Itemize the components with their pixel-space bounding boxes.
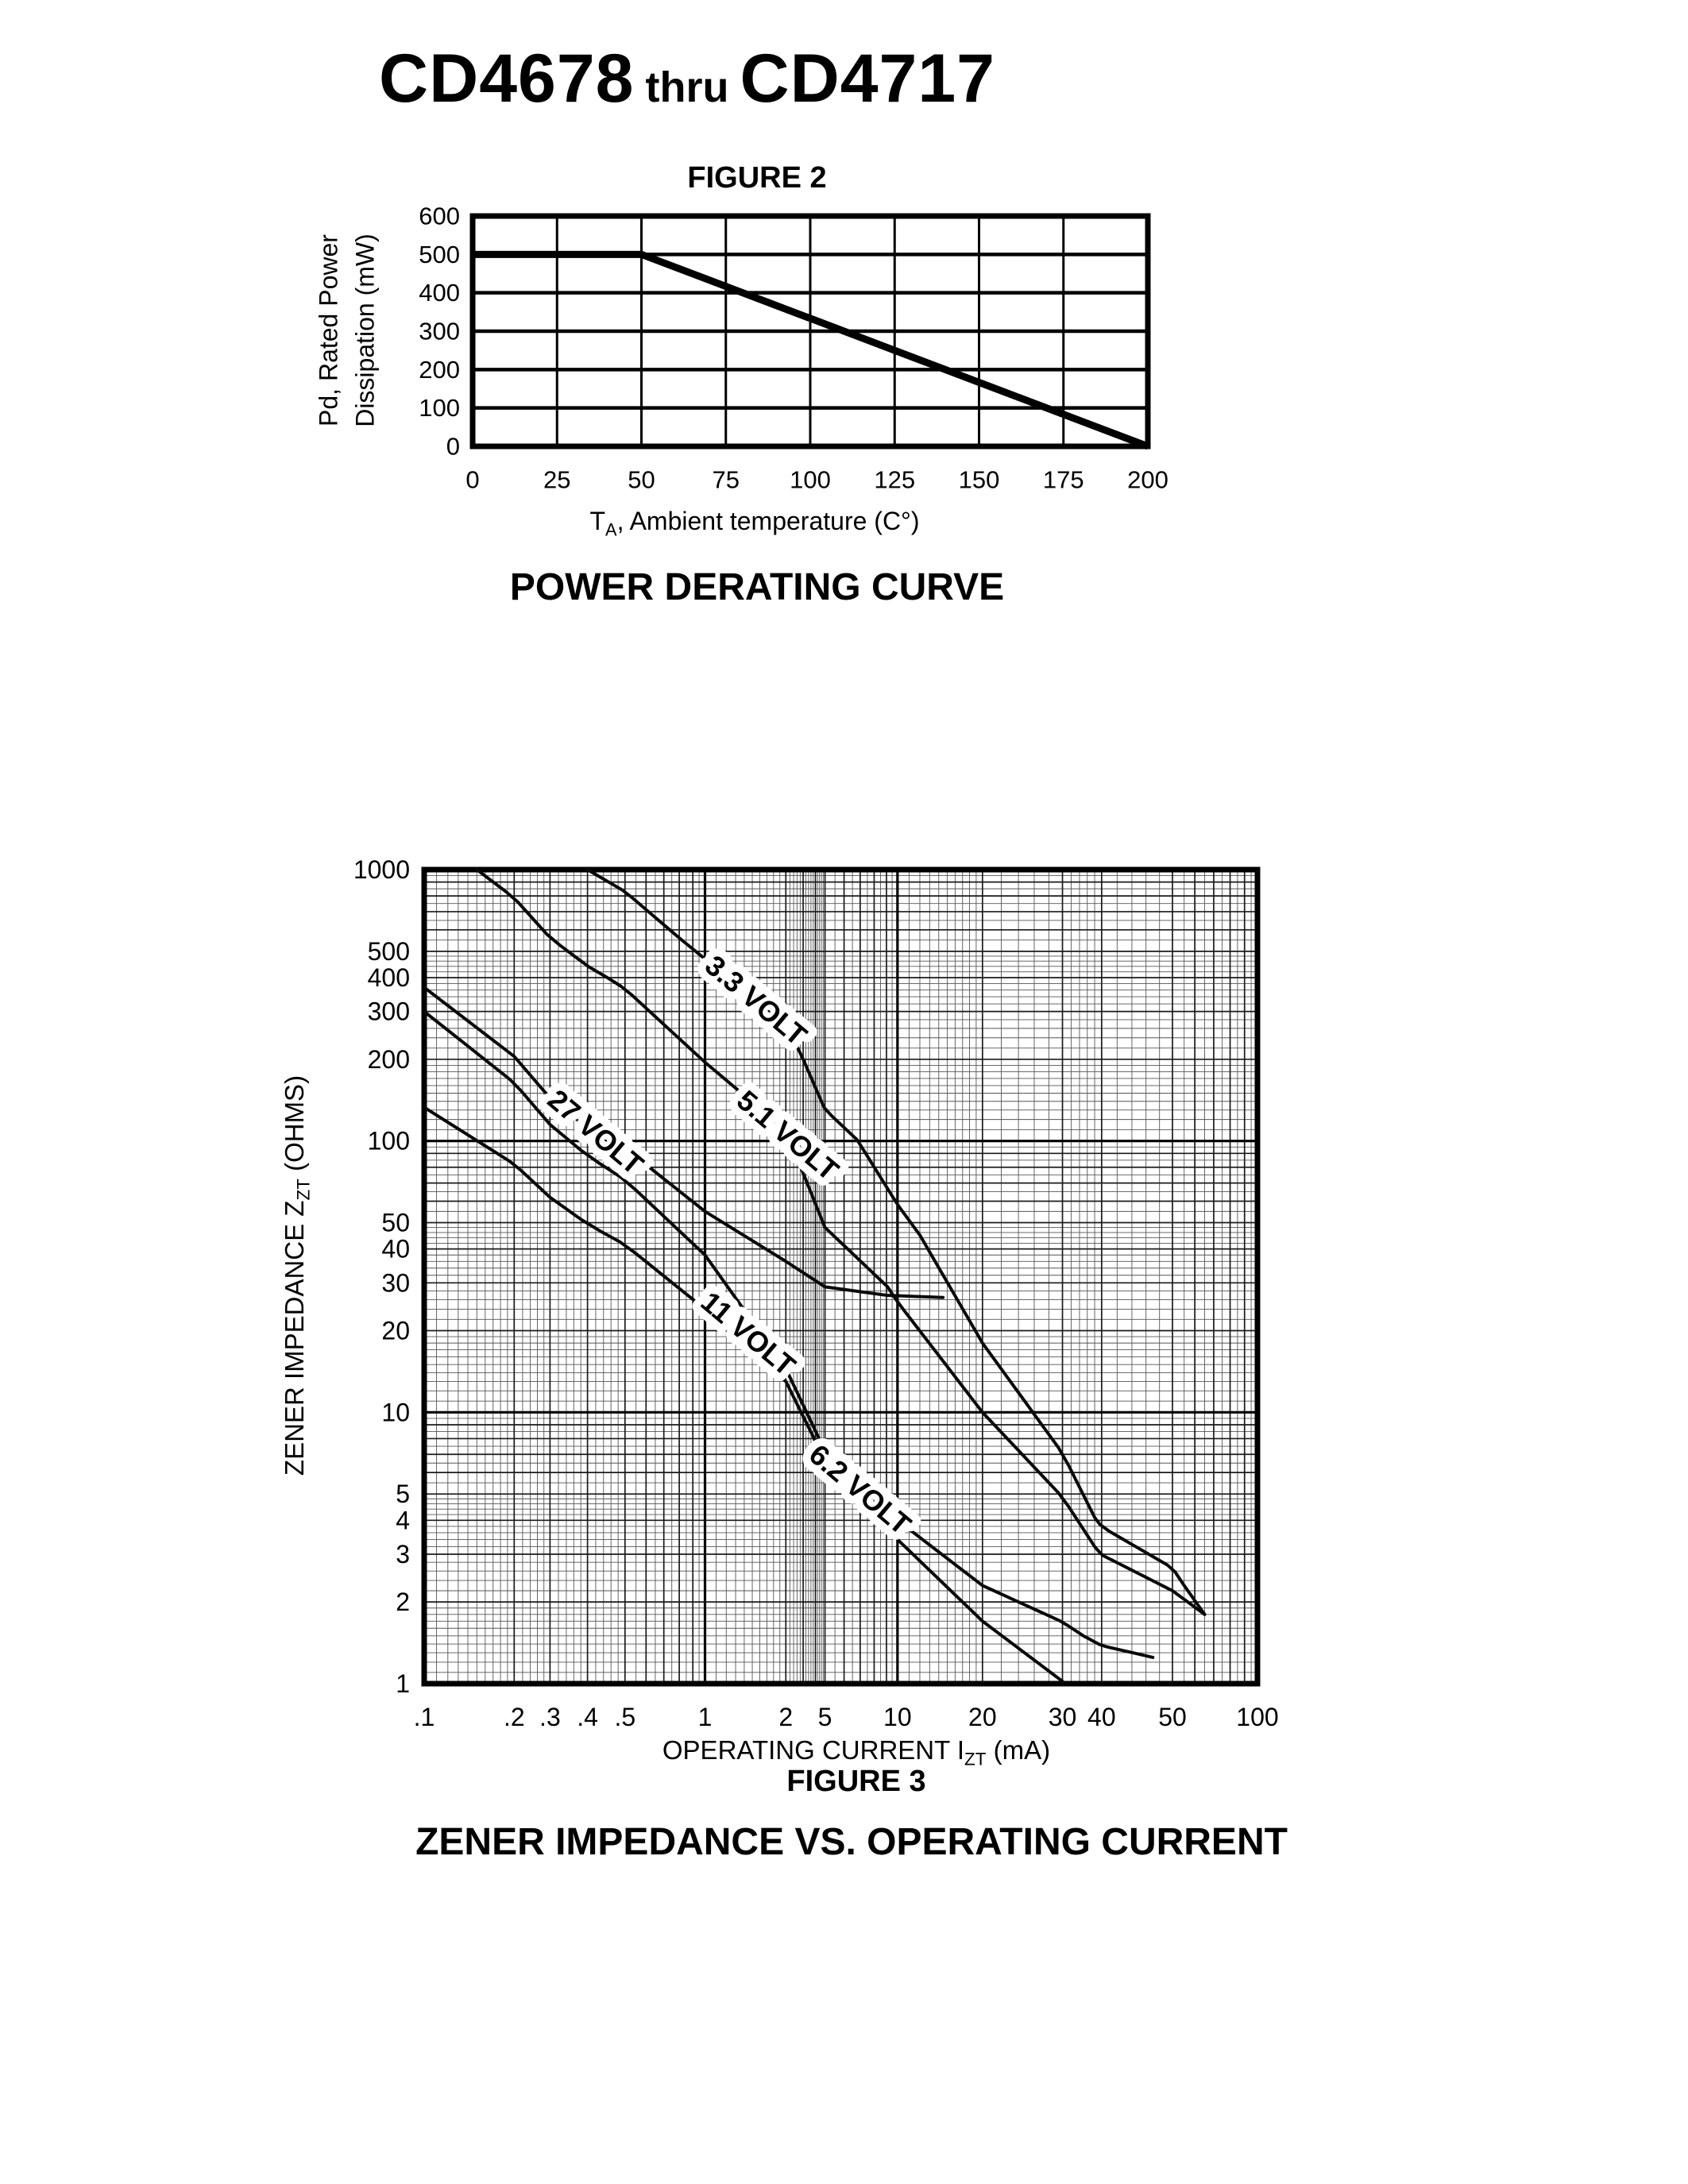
figure3-y-tick-label: 3 bbox=[396, 1540, 410, 1569]
curve-6-2-volt bbox=[423, 1106, 1064, 1684]
figure3-x-tick-label: 1 bbox=[698, 1703, 713, 1731]
figure3-x-tick-label: .1 bbox=[414, 1703, 435, 1731]
figure2-x-axis-title: TA, Ambient temperature (C°) bbox=[589, 507, 920, 540]
figure3-x-tick-label: 5 bbox=[818, 1703, 832, 1731]
figure3-y-tick-label: 4 bbox=[396, 1506, 410, 1534]
figure2-plot: 0 100 200 300 400 500 600 0 25 50 75 100 125 150 175 20… bbox=[419, 203, 1168, 494]
figure3-x-tick-label: 2 bbox=[778, 1703, 793, 1731]
figure2-y-axis-title: Pd, Rated Power Dissipation (mW) bbox=[311, 233, 384, 427]
figure2-x-tick-label: 100 bbox=[790, 466, 831, 494]
figure2-y-tick-label: 300 bbox=[419, 318, 460, 345]
figure3-x-tick-label: 20 bbox=[968, 1703, 997, 1731]
figure3-x-tick-label: 40 bbox=[1087, 1703, 1116, 1731]
figure2-caption: POWER DERATING CURVE bbox=[509, 566, 1005, 608]
title-part-2: CD4717 bbox=[740, 41, 996, 117]
figure2-x-tick-label: 125 bbox=[874, 466, 915, 494]
figure3-y-tick-label: 1 bbox=[396, 1669, 410, 1698]
figure3-y-tick-label: 1000 bbox=[353, 855, 410, 884]
figure2-x-tick-label: 200 bbox=[1127, 466, 1168, 494]
curve-label-5-1-volt: 5.1 VOLT bbox=[731, 1083, 845, 1187]
figure2-x-tick-label: 75 bbox=[713, 466, 740, 494]
figure3-caption: ZENER IMPEDANCE VS. OPERATING CURRENT bbox=[415, 1821, 1288, 1863]
figure2-grid bbox=[471, 214, 1149, 449]
figure2-label: FIGURE 2 bbox=[687, 161, 827, 195]
curve-5-1-volt bbox=[475, 868, 1207, 1616]
figure3-y-axis-title: ZENER IMPEDANCE ZZT (OHMS) bbox=[279, 1075, 314, 1476]
figure3-y-tick-label: 500 bbox=[368, 937, 410, 966]
figure3-y-tick-label: 100 bbox=[368, 1127, 410, 1156]
figure3-y-tick-label: 20 bbox=[381, 1316, 410, 1345]
figure3-plot-border bbox=[421, 866, 1261, 1687]
page-title: CD4678 thru CD4717 bbox=[379, 40, 995, 118]
figure3-label: FIGURE 3 bbox=[786, 1765, 926, 1798]
curve-3-3-volt bbox=[585, 868, 1207, 1616]
figure3-grid bbox=[423, 868, 1259, 1685]
figure3-x-tick-label: 100 bbox=[1236, 1703, 1278, 1731]
figure3-x-tick-label: 30 bbox=[1049, 1703, 1077, 1731]
figure2-x-tick-label: 25 bbox=[543, 466, 570, 494]
figure2-y-tick-label: 0 bbox=[446, 433, 460, 461]
figure2-y-tick-label: 600 bbox=[419, 203, 460, 230]
figure3-y-tick-label: 10 bbox=[381, 1398, 410, 1426]
figure3-x-tick-label: .2 bbox=[504, 1703, 525, 1731]
figure3-y-tick-label: 30 bbox=[381, 1268, 410, 1297]
curve-11-volt bbox=[423, 1009, 1155, 1659]
figure2-y-tick-label: 200 bbox=[419, 356, 460, 384]
figure3-y-tick-label: 5 bbox=[396, 1480, 410, 1508]
title-thru: thru bbox=[645, 64, 729, 111]
figure3-x-axis-title: OPERATING CURRENT IZT (mA) bbox=[662, 1735, 1051, 1769]
figure2-x-tick-label: 175 bbox=[1043, 466, 1084, 494]
figure3-y-tick-label: 2 bbox=[396, 1588, 410, 1616]
figure3-x-tick-label: .4 bbox=[577, 1703, 598, 1731]
figure2-y-tick-label: 500 bbox=[419, 241, 460, 268]
figure3-y-tick-label: 200 bbox=[368, 1045, 410, 1074]
curve-27-volt bbox=[423, 986, 945, 1299]
figure3-x-tick-label: 50 bbox=[1158, 1703, 1187, 1731]
figure3-tick-labels: 1000500400300200100504030201054321.1.2.3… bbox=[353, 855, 1279, 1731]
figure2-y-tick-label: 100 bbox=[419, 394, 460, 422]
figure3-x-tick-label: .5 bbox=[614, 1703, 635, 1731]
figure2-y-axis-title-line1: Pd, Rated Power bbox=[314, 234, 343, 426]
figure3-y-tick-label: 400 bbox=[368, 963, 410, 992]
figure3-curves bbox=[423, 868, 1207, 1684]
figure3-x-tick-label: .3 bbox=[539, 1703, 561, 1731]
figure3-y-tick-label: 50 bbox=[381, 1209, 410, 1237]
figure2-y-tick-label: 400 bbox=[419, 279, 460, 307]
figure2-x-tick-label: 50 bbox=[628, 466, 655, 494]
figure3-y-tick-label: 300 bbox=[368, 997, 410, 1026]
figure2-plot-border bbox=[469, 213, 1151, 450]
figure3-x-tick-label: 10 bbox=[883, 1703, 912, 1731]
figure3-plot: 1000500400300200100504030201054321.1.2.3… bbox=[353, 855, 1279, 1731]
figure3-y-tick-label: 40 bbox=[381, 1235, 410, 1264]
figure2-x-tick-label: 150 bbox=[959, 466, 1000, 494]
figure2-derating-line bbox=[473, 250, 1149, 450]
figure2-tick-labels: 0 100 200 300 400 500 600 0 25 50 75 100 125 150 175 20… bbox=[419, 203, 1168, 494]
title-part-1: CD4678 bbox=[378, 41, 635, 117]
figure2-x-tick-label: 0 bbox=[465, 466, 479, 494]
figure2-y-axis-title-line2: Dissipation (mW) bbox=[351, 233, 380, 427]
